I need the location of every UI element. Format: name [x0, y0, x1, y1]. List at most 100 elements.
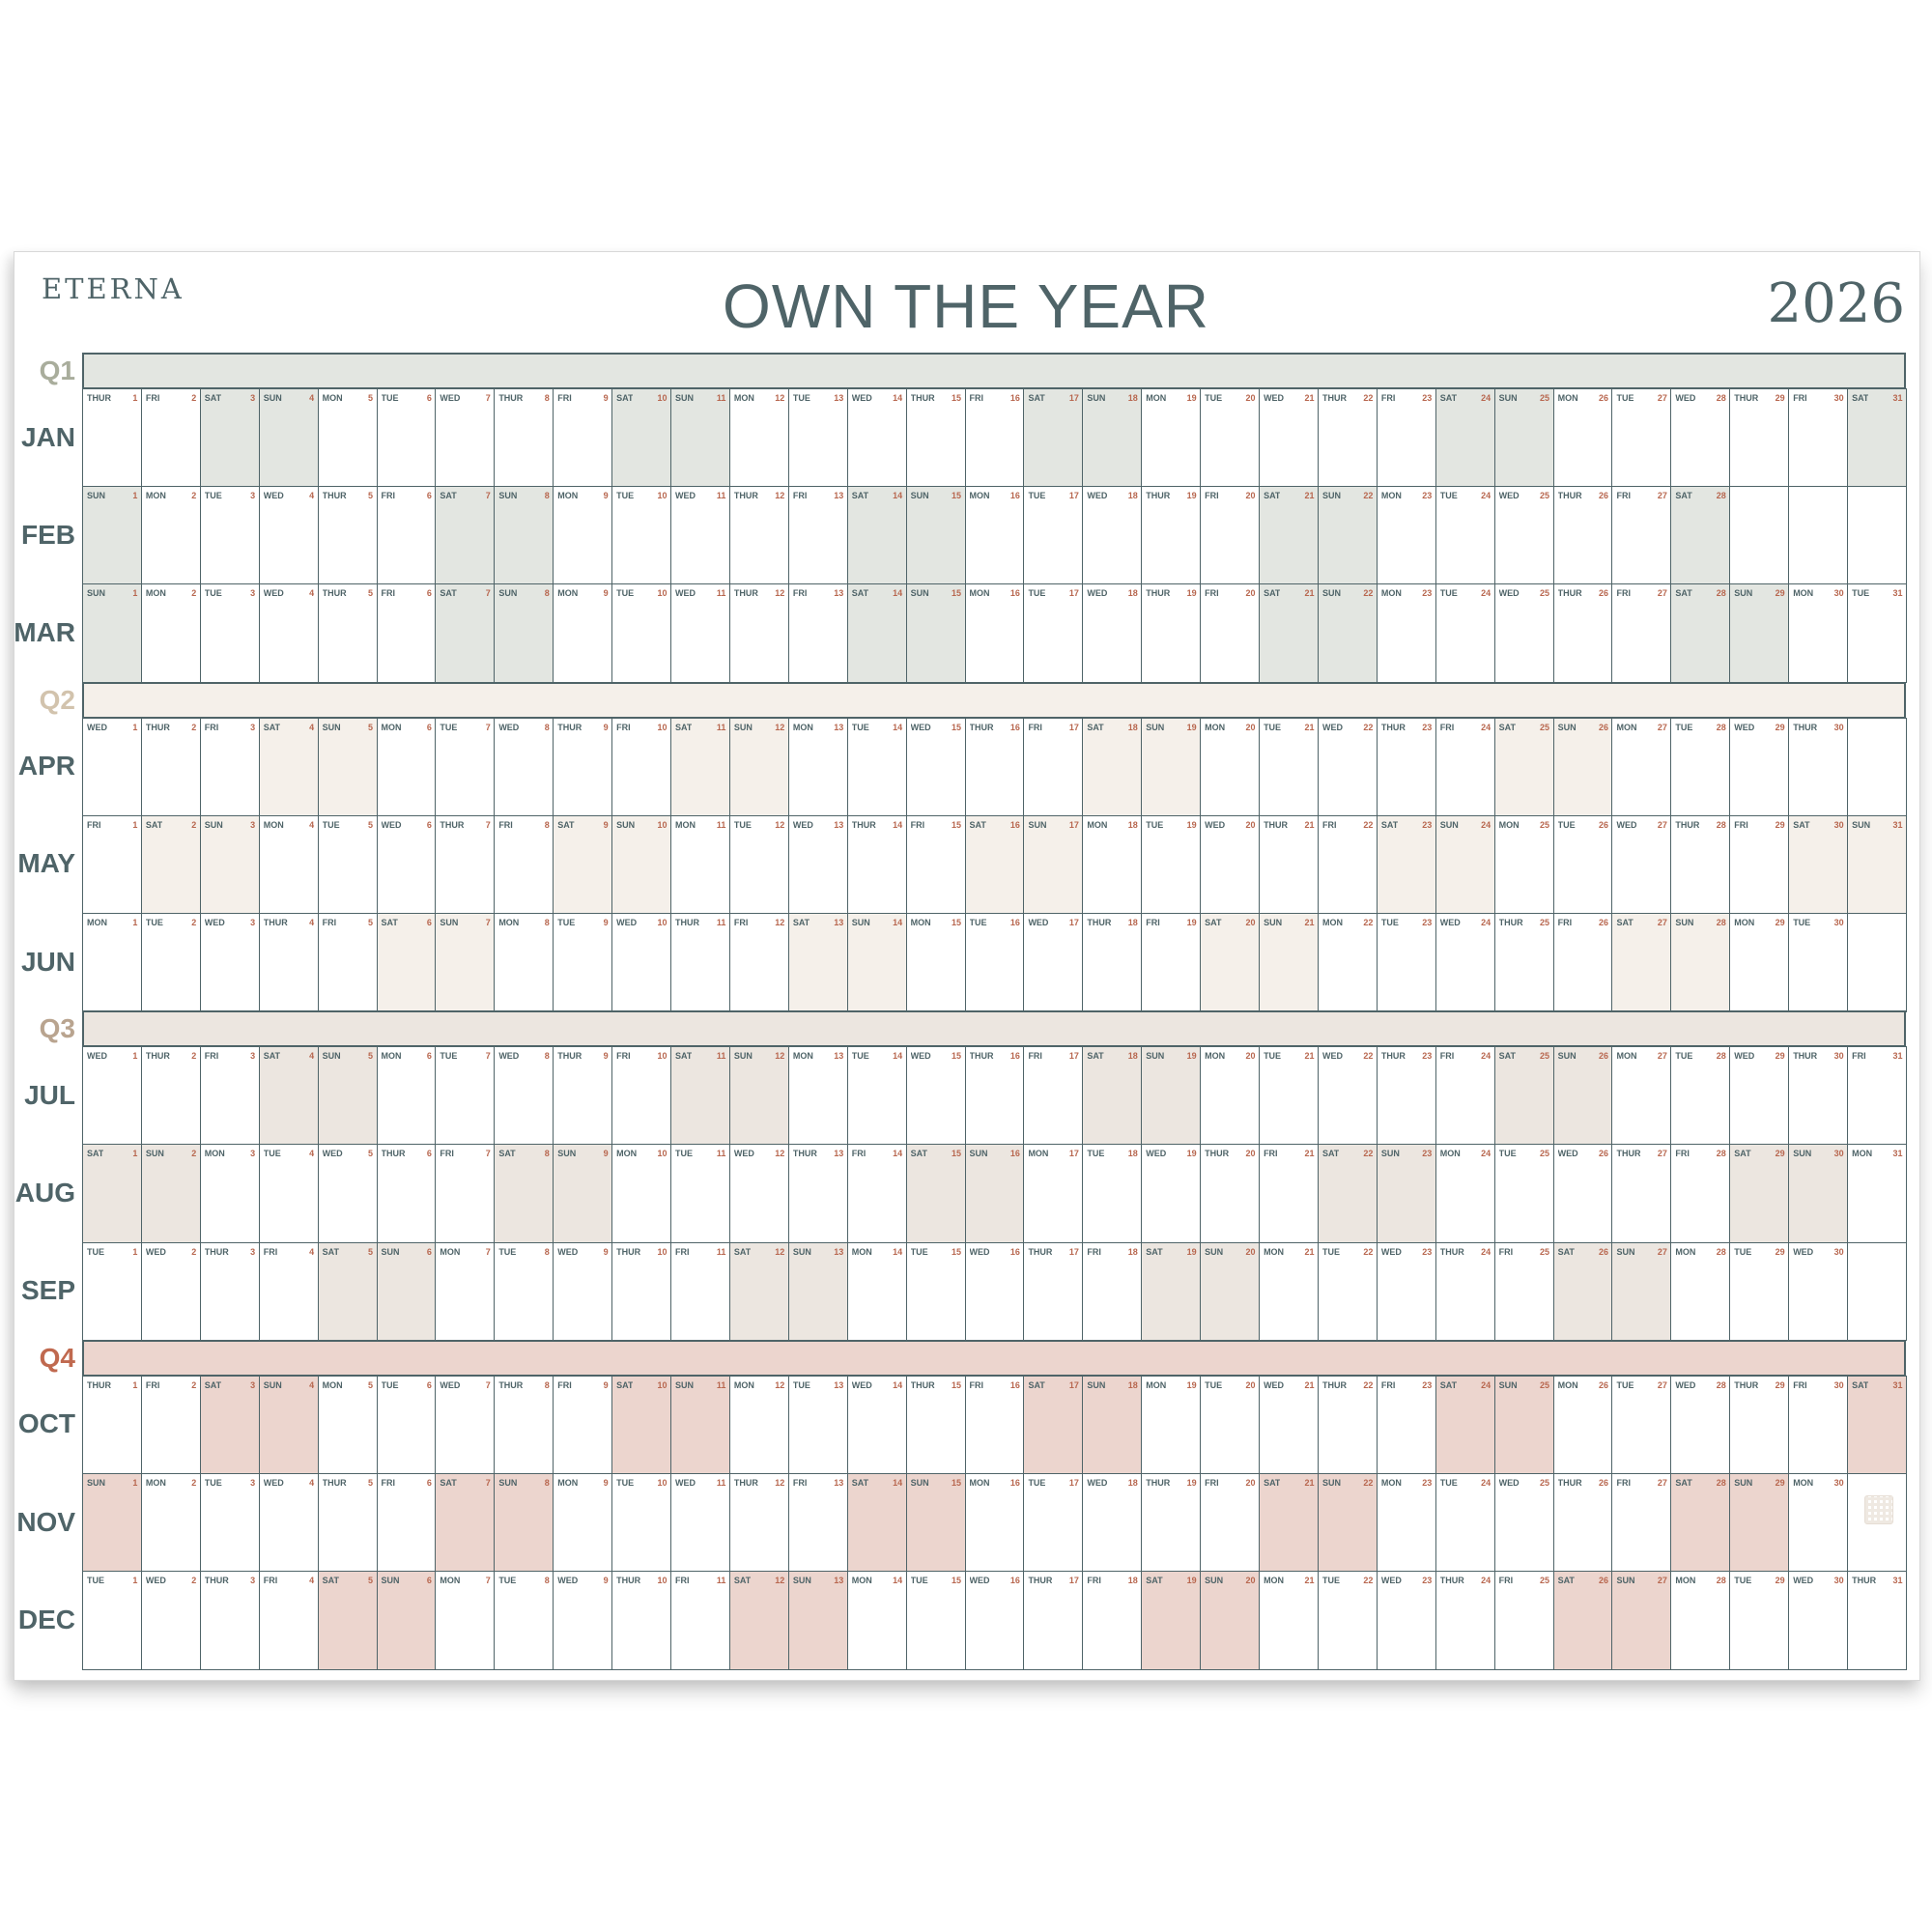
day-cell[interactable]: THUR 16: [964, 1046, 1025, 1146]
day-cell[interactable]: MON 25: [1493, 814, 1555, 915]
day-cell[interactable]: SUN 19: [1141, 1046, 1202, 1146]
day-cell[interactable]: SAT 13: [787, 913, 849, 1012]
day-cell[interactable]: WED 22: [1317, 1046, 1378, 1146]
day-cell[interactable]: TUE 3: [199, 1473, 261, 1573]
day-cell[interactable]: SUN 7: [435, 913, 496, 1012]
day-cell[interactable]: THUR 12: [728, 1473, 790, 1573]
day-cell[interactable]: THUR 1: [82, 388, 143, 488]
day-cell[interactable]: THUR 7: [435, 814, 496, 915]
day-cell[interactable]: FRI 17: [1023, 1046, 1084, 1146]
day-cell[interactable]: SAT 22: [1317, 1144, 1378, 1244]
day-cell[interactable]: FRI 12: [728, 913, 790, 1012]
day-cell[interactable]: SAT 14: [846, 583, 908, 684]
day-cell[interactable]: MON 29: [1729, 913, 1790, 1012]
day-cell[interactable]: FRI 22: [1317, 814, 1378, 915]
day-cell[interactable]: SUN 30: [1788, 1144, 1849, 1244]
day-cell[interactable]: TUE 29: [1729, 1241, 1790, 1342]
day-cell[interactable]: SUN 3: [199, 814, 261, 915]
day-cell[interactable]: SAT 3: [199, 1375, 261, 1475]
day-cell[interactable]: THUR 21: [1259, 814, 1320, 915]
day-cell[interactable]: THUR 30: [1788, 1046, 1849, 1146]
day-cell[interactable]: TUE 20: [1200, 1375, 1261, 1475]
day-cell[interactable]: THUR 5: [317, 486, 378, 585]
day-cell[interactable]: WED 25: [1493, 1473, 1555, 1573]
day-cell[interactable]: MON 28: [1670, 1571, 1731, 1670]
day-cell[interactable]: THUR 6: [376, 1144, 437, 1244]
day-cell[interactable]: SAT 9: [553, 814, 613, 915]
day-cell[interactable]: FRI 13: [787, 583, 849, 684]
day-cell[interactable]: MON 7: [435, 1241, 496, 1342]
day-cell[interactable]: WED 8: [494, 1046, 554, 1146]
day-cell[interactable]: SAT 15: [905, 1144, 967, 1244]
day-cell[interactable]: MON 12: [728, 1375, 790, 1475]
day-cell[interactable]: MON 16: [964, 583, 1025, 684]
day-cell[interactable]: SUN 5: [317, 717, 378, 817]
day-cell[interactable]: SUN 20: [1200, 1241, 1261, 1342]
day-cell[interactable]: THUR 12: [728, 486, 790, 585]
day-cell[interactable]: FRI 15: [905, 814, 967, 915]
day-cell[interactable]: FRI 20: [1200, 486, 1261, 585]
day-cell[interactable]: WED 5: [317, 1144, 378, 1244]
day-cell[interactable]: FRI 6: [376, 486, 437, 585]
day-cell[interactable]: MON 27: [1611, 717, 1672, 817]
day-cell[interactable]: SUN 18: [1082, 1375, 1143, 1475]
day-cell[interactable]: TUE 5: [317, 814, 378, 915]
day-cell[interactable]: FRI 30: [1788, 388, 1849, 488]
day-cell[interactable]: THUR 8: [494, 1375, 554, 1475]
day-cell[interactable]: MON 23: [1376, 1473, 1437, 1573]
day-cell[interactable]: SUN 21: [1259, 913, 1320, 1012]
day-cell[interactable]: THUR 24: [1435, 1241, 1496, 1342]
day-cell[interactable]: FRI 20: [1200, 583, 1261, 684]
day-cell[interactable]: WED 17: [1023, 913, 1084, 1012]
day-cell[interactable]: SAT 25: [1493, 717, 1555, 817]
day-cell[interactable]: WED 12: [728, 1144, 790, 1244]
day-cell[interactable]: THUR 5: [317, 1473, 378, 1573]
day-cell[interactable]: FRI 11: [670, 1571, 731, 1670]
day-cell[interactable]: MON 13: [787, 1046, 849, 1146]
day-cell[interactable]: TUE 24: [1435, 583, 1496, 684]
day-cell[interactable]: WED 8: [494, 717, 554, 817]
day-cell[interactable]: FRI 7: [435, 1144, 496, 1244]
day-cell[interactable]: MON 22: [1317, 913, 1378, 1012]
day-cell[interactable]: SAT 11: [670, 717, 731, 817]
day-cell[interactable]: SUN 27: [1611, 1241, 1672, 1342]
day-cell[interactable]: FRI 25: [1493, 1571, 1555, 1670]
day-cell[interactable]: WED 11: [670, 486, 731, 585]
day-cell[interactable]: WED 30: [1788, 1241, 1849, 1342]
day-cell[interactable]: FRI 27: [1611, 1473, 1672, 1573]
day-cell[interactable]: SUN 1: [82, 486, 143, 585]
day-cell[interactable]: TUE 10: [611, 583, 672, 684]
day-cell[interactable]: SAT 20: [1200, 913, 1261, 1012]
day-cell[interactable]: MON 20: [1200, 1046, 1261, 1146]
day-cell[interactable]: FRI 4: [258, 1571, 320, 1670]
day-cell[interactable]: THUR 15: [905, 388, 967, 488]
day-cell[interactable]: FRI 5: [317, 913, 378, 1012]
day-cell[interactable]: THUR 14: [846, 814, 908, 915]
day-cell[interactable]: THUR 16: [964, 717, 1025, 817]
day-cell[interactable]: SAT 28: [1670, 486, 1731, 585]
day-cell[interactable]: SAT 21: [1259, 1473, 1320, 1573]
day-cell[interactable]: SAT 19: [1141, 1241, 1202, 1342]
day-cell[interactable]: WED 16: [964, 1571, 1025, 1670]
day-cell[interactable]: TUE 3: [199, 583, 261, 684]
day-cell[interactable]: SUN 5: [317, 1046, 378, 1146]
day-cell[interactable]: FRI 13: [787, 1473, 849, 1573]
day-cell[interactable]: SUN 1: [82, 1473, 143, 1573]
day-cell[interactable]: WED 4: [258, 1473, 320, 1573]
day-cell[interactable]: FRI 31: [1847, 1046, 1908, 1146]
day-cell[interactable]: TUE 13: [787, 1375, 849, 1475]
day-cell[interactable]: WED 24: [1435, 913, 1496, 1012]
day-cell[interactable]: FRI 28: [1670, 1144, 1731, 1244]
day-cell[interactable]: TUE 25: [1493, 1144, 1555, 1244]
day-cell[interactable]: WED 15: [905, 1046, 967, 1146]
day-cell[interactable]: MON 19: [1141, 1375, 1202, 1475]
day-cell[interactable]: WED 13: [787, 814, 849, 915]
day-cell[interactable]: WED 30: [1788, 1571, 1849, 1670]
day-cell[interactable]: TUE 28: [1670, 717, 1731, 817]
day-cell[interactable]: SUN 15: [905, 486, 967, 585]
day-cell[interactable]: THUR 17: [1023, 1571, 1084, 1670]
day-cell[interactable]: SAT 3: [199, 388, 261, 488]
day-cell[interactable]: TUE 10: [611, 1473, 672, 1573]
day-cell[interactable]: SAT 28: [1670, 583, 1731, 684]
day-cell[interactable]: SAT 16: [964, 814, 1025, 915]
